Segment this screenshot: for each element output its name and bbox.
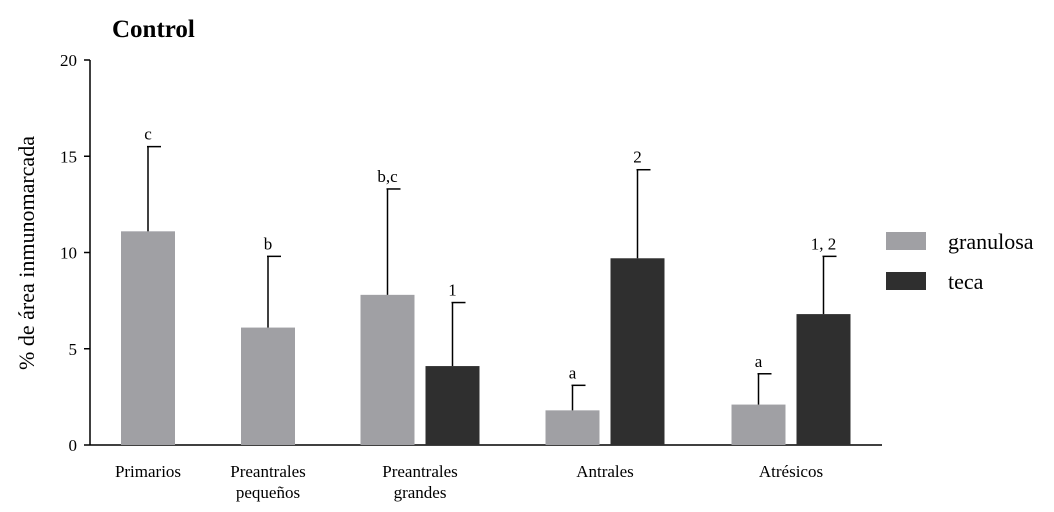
- chart-title: Control: [112, 16, 195, 43]
- significance-label: b,c: [377, 167, 398, 186]
- bar-granulosa: [121, 231, 175, 445]
- y-tick-label: 0: [69, 436, 78, 455]
- bars: [121, 231, 851, 445]
- x-category-label: pequeños: [236, 483, 300, 502]
- x-category-label: Preantrales: [382, 462, 458, 481]
- significance-label: b: [264, 234, 273, 253]
- bar-granulosa: [360, 294, 415, 445]
- significance-label: 2: [633, 148, 642, 167]
- legend-swatch-teca: [886, 272, 926, 290]
- y-tick-label: 5: [69, 340, 78, 359]
- legend-label-teca: teca: [948, 269, 984, 294]
- bar-granulosa: [731, 404, 786, 445]
- x-category-labels: Primarios Preantrales pequeños Preantrales g…: [115, 462, 823, 502]
- bar-granulosa: [545, 410, 600, 445]
- error-bars: [147, 145, 837, 411]
- bar-teca: [425, 366, 480, 445]
- bar-granulosa: [241, 327, 295, 445]
- legend-swatch-granulosa: [886, 232, 926, 250]
- legend-label-granulosa: granulosa: [948, 229, 1034, 254]
- bar-teca: [796, 314, 851, 445]
- y-tick-label: 20: [60, 51, 77, 70]
- significance-label: a: [569, 363, 577, 382]
- bar-teca: [610, 258, 665, 445]
- significance-labels: c b b,c 1 a 2 a 1, 2: [144, 125, 836, 383]
- legend: granulosa teca: [886, 229, 1034, 294]
- y-ticks: 0 5 10 15 20: [60, 51, 90, 455]
- x-category-label: Preantrales: [230, 462, 306, 481]
- significance-label: 1, 2: [811, 234, 837, 253]
- x-category-label: grandes: [394, 483, 447, 502]
- x-category-label: Atrésicos: [759, 462, 823, 481]
- x-category-label: Primarios: [115, 462, 181, 481]
- y-tick-label: 15: [60, 147, 77, 166]
- significance-label: 1: [448, 281, 457, 300]
- significance-label: a: [755, 352, 763, 371]
- significance-label: c: [144, 125, 152, 144]
- y-tick-label: 10: [60, 244, 77, 263]
- x-category-label: Antrales: [576, 462, 634, 481]
- y-axis-label: % de área inmunomarcada: [14, 136, 39, 370]
